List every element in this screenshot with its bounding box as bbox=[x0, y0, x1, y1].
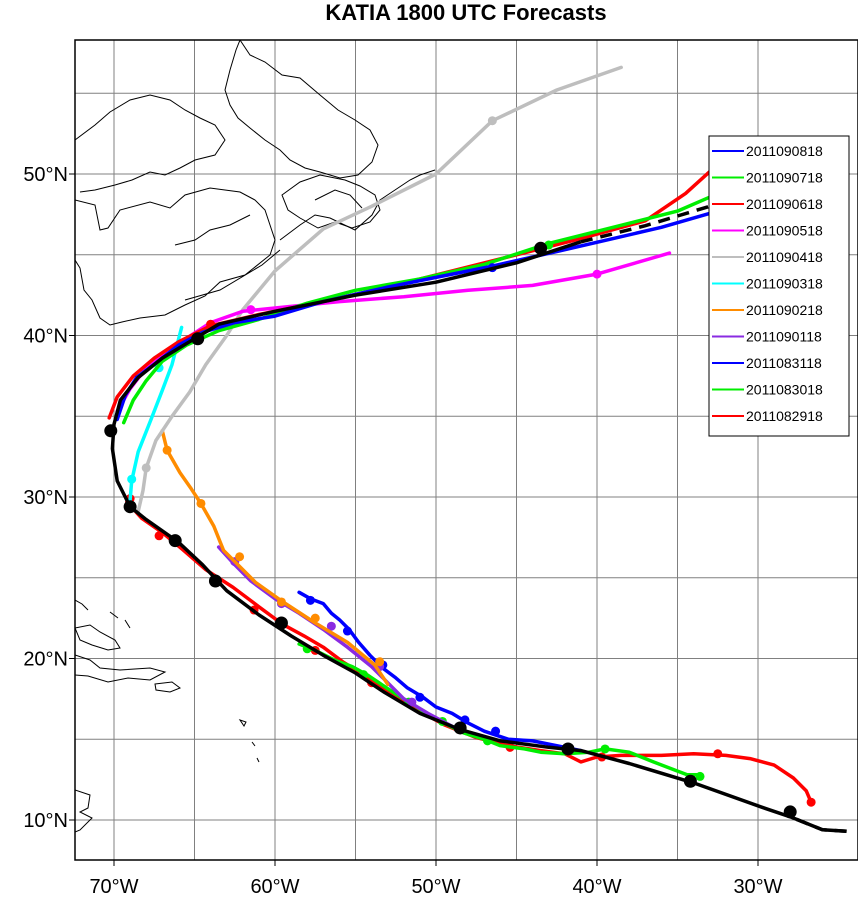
track-point-2011090318 bbox=[127, 474, 137, 484]
coastline-hispaniola bbox=[75, 654, 167, 683]
coastline-lesser-antilles bbox=[238, 719, 260, 763]
coastline-north-america bbox=[75, 169, 436, 326]
track-2011083118 bbox=[297, 590, 583, 753]
observed-position-dot bbox=[683, 774, 697, 788]
legend-label: 2011082918 bbox=[746, 408, 823, 424]
legend-label: 2011090718 bbox=[746, 170, 823, 186]
coastline-south-america bbox=[75, 789, 93, 833]
observed-position-dot bbox=[123, 500, 137, 514]
legend-label: 2011090418 bbox=[746, 249, 823, 265]
map-frame bbox=[74, 39, 858, 861]
legend-label: 2011090518 bbox=[746, 223, 823, 239]
track-point-2011082918 bbox=[154, 531, 164, 541]
coastline-bahamas bbox=[75, 599, 131, 629]
observed-position-dot bbox=[453, 721, 467, 735]
track-point-2011090218 bbox=[276, 597, 286, 607]
observed-position-dot bbox=[191, 332, 205, 346]
legend-label: 2011083018 bbox=[746, 382, 823, 398]
observed-position-dot bbox=[274, 616, 288, 630]
coastline-cuba bbox=[75, 624, 121, 651]
track-point-2011090118 bbox=[326, 621, 336, 631]
observed-position-dot bbox=[104, 424, 118, 438]
legend-box bbox=[708, 135, 850, 437]
track-point-2011083018 bbox=[600, 744, 610, 754]
observed-position-dot bbox=[561, 742, 575, 756]
lat-tick-label: 50°N bbox=[23, 164, 68, 186]
axis-tick-labels: 70°W 60°W 50°W 40°W 30°W 10°N 20°N 30°N 40°N 50°N bbox=[23, 164, 782, 898]
track-point-2011083118 bbox=[491, 726, 501, 736]
legend-label: 2011090618 bbox=[746, 196, 823, 212]
observed-position-dot bbox=[783, 805, 797, 819]
lat-tick-label: 10°N bbox=[23, 810, 68, 832]
legend-label: 2011083118 bbox=[746, 355, 822, 371]
observed-position-dot bbox=[168, 534, 182, 548]
legend-label: 2011090818 bbox=[746, 143, 823, 159]
observed-position-dot bbox=[534, 241, 548, 255]
lat-tick-label: 40°N bbox=[23, 326, 68, 348]
coastline-labrador bbox=[224, 40, 379, 179]
track-point-2011090518 bbox=[592, 269, 602, 279]
track-point-2011082918 bbox=[713, 749, 723, 759]
coastline-newfoundland bbox=[281, 174, 381, 229]
lon-tick-label: 70°W bbox=[89, 876, 138, 898]
lat-tick-label: 20°N bbox=[23, 649, 68, 671]
track-point-2011083118 bbox=[342, 626, 352, 636]
observed-track-dashed-east bbox=[789, 815, 847, 834]
lon-tick-label: 40°W bbox=[572, 876, 621, 898]
legend-label: 2011090118 bbox=[746, 329, 822, 345]
lon-tick-label: 30°W bbox=[733, 876, 782, 898]
track-point-2011083018 bbox=[695, 771, 705, 781]
legend: 2011090818 2011090718 2011090618 2011090518… bbox=[708, 135, 850, 437]
lon-tick-label: 50°W bbox=[411, 876, 460, 898]
track-point-2011090218 bbox=[375, 657, 385, 667]
observed-position-dot bbox=[208, 574, 222, 588]
coastlines bbox=[75, 40, 436, 833]
track-point-2011090218 bbox=[196, 498, 206, 508]
track-point-2011090218 bbox=[310, 613, 320, 623]
track-point-2011090418 bbox=[141, 463, 151, 473]
track-point-2011090518 bbox=[246, 305, 256, 315]
track-point-2011083118 bbox=[415, 692, 425, 702]
track-2011090218 bbox=[160, 429, 390, 687]
legend-label: 2011090218 bbox=[746, 302, 823, 318]
lat-tick-label: 30°N bbox=[23, 487, 68, 509]
track-point-2011090418 bbox=[487, 116, 497, 126]
chart-title: KATIA 1800 UTC Forecasts bbox=[325, 0, 606, 25]
track-point-2011090218 bbox=[162, 445, 172, 455]
track-point-2011082918 bbox=[806, 797, 816, 807]
coastline-puerto-rico bbox=[154, 681, 182, 693]
legend-label: 2011090318 bbox=[746, 276, 823, 292]
track-point-2011090118 bbox=[407, 697, 417, 707]
track-point-2011083118 bbox=[305, 595, 315, 605]
lon-tick-label: 60°W bbox=[250, 876, 299, 898]
track-point-2011090218 bbox=[235, 552, 245, 562]
coastline-hudson-region bbox=[75, 94, 226, 193]
